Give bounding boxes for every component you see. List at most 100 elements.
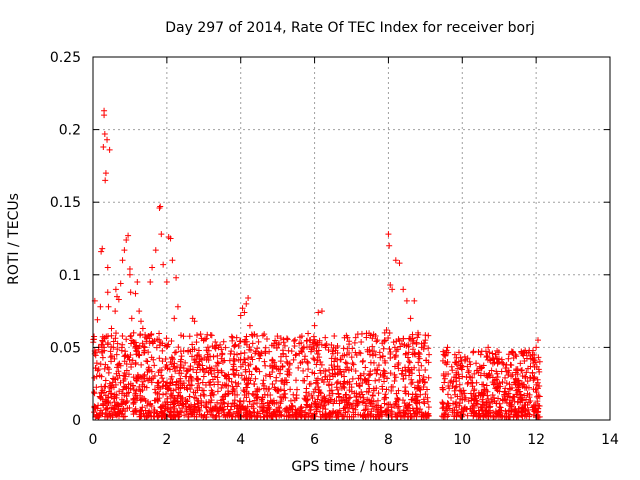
data-point [315, 384, 322, 391]
data-point [269, 398, 276, 405]
data-point [278, 353, 285, 360]
data-point [456, 381, 463, 388]
data-point [339, 352, 346, 359]
data-point [413, 340, 420, 347]
data-point [530, 406, 537, 413]
data-point [252, 366, 259, 373]
data-point [104, 340, 111, 347]
data-point [422, 332, 429, 339]
data-point [376, 376, 383, 383]
data-point [409, 379, 416, 386]
data-point [238, 403, 245, 410]
data-point [406, 401, 413, 408]
data-point [101, 130, 108, 137]
data-point [406, 358, 413, 365]
data-point [186, 393, 193, 400]
data-point [536, 393, 543, 400]
data-point [373, 370, 380, 377]
data-point [257, 414, 264, 421]
data-point [185, 348, 192, 355]
data-point [96, 372, 103, 379]
data-point [123, 336, 130, 343]
data-point [483, 407, 490, 414]
data-point [191, 405, 198, 412]
data-point [302, 396, 309, 403]
data-point [232, 379, 239, 386]
data-point [137, 331, 144, 338]
data-point [191, 401, 198, 408]
data-point [174, 364, 181, 371]
data-point [194, 364, 201, 371]
data-point [487, 403, 494, 410]
data-point [173, 349, 180, 356]
data-point [442, 411, 449, 418]
data-point [457, 413, 464, 420]
data-point [264, 392, 271, 399]
data-point [483, 387, 490, 394]
data-point [337, 380, 344, 387]
data-point [290, 337, 297, 344]
data-point [228, 403, 235, 410]
data-point [221, 381, 228, 388]
data-point [345, 399, 352, 406]
data-point [294, 386, 301, 393]
data-point [241, 338, 248, 345]
data-point [127, 333, 134, 340]
data-point [408, 396, 415, 403]
data-point [188, 402, 195, 409]
data-point [440, 386, 447, 393]
data-point [197, 331, 204, 338]
data-point [215, 344, 222, 351]
data-point [245, 295, 252, 302]
data-point [471, 396, 478, 403]
data-point [191, 318, 198, 325]
data-point [469, 380, 476, 387]
data-point [340, 413, 347, 420]
data-point [512, 375, 519, 382]
data-point [127, 385, 134, 392]
data-point [509, 371, 516, 378]
data-point [530, 359, 537, 366]
data-point [491, 377, 498, 384]
data-point [477, 351, 484, 358]
data-point [400, 286, 407, 293]
data-point [189, 353, 196, 360]
data-point [310, 413, 317, 420]
data-point [459, 363, 466, 370]
data-point [154, 379, 161, 386]
data-point [182, 359, 189, 366]
data-point [148, 368, 155, 375]
data-point [370, 331, 377, 338]
data-point [484, 374, 491, 381]
data-point [212, 338, 219, 345]
data-point [323, 341, 330, 348]
data-point [200, 373, 207, 380]
data-point [159, 340, 166, 347]
data-point [281, 413, 288, 420]
data-point [159, 347, 166, 354]
data-point [110, 395, 117, 402]
data-point [107, 390, 114, 397]
data-point [403, 297, 410, 304]
data-point [479, 398, 486, 405]
data-point [461, 353, 468, 360]
data-point [380, 345, 387, 352]
data-point [510, 348, 517, 355]
data-point [452, 401, 459, 408]
data-point [208, 397, 215, 404]
data-point [345, 367, 352, 374]
data-point [515, 398, 522, 405]
data-point [245, 362, 252, 369]
data-point [146, 367, 153, 374]
data-point [375, 406, 382, 413]
data-point [370, 398, 377, 405]
data-point [497, 383, 504, 390]
data-point [285, 366, 292, 373]
data-point [340, 405, 347, 412]
data-point [261, 331, 268, 338]
data-point [234, 391, 241, 398]
data-point [356, 383, 363, 390]
data-point [177, 380, 184, 387]
data-point [422, 412, 429, 419]
data-point [218, 385, 225, 392]
